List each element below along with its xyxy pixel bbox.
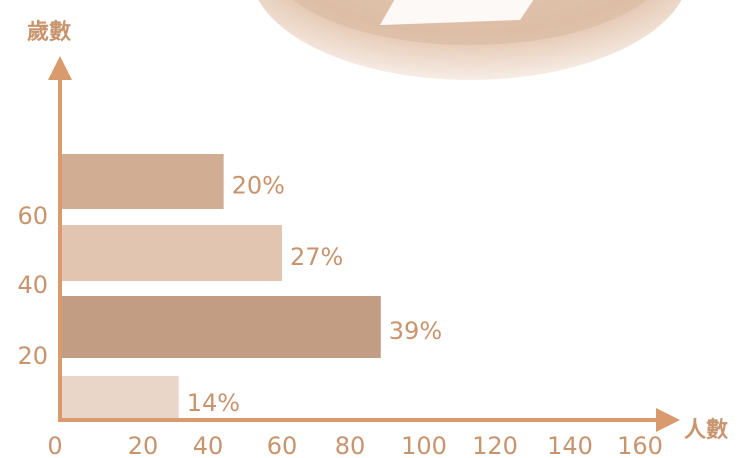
x-tick-100: 100 — [401, 432, 447, 458]
data-label-1: 14% — [187, 389, 240, 417]
y-tick-40: 40 — [17, 271, 48, 299]
y-ticks-layer: 20 40 60 — [17, 202, 48, 370]
x-ticks-layer: 0 20 40 60 80 100 120 140 160 — [47, 432, 663, 458]
x-tick-60: 60 — [267, 432, 298, 458]
data-label-3: 27% — [290, 243, 343, 271]
y-tick-20: 20 — [17, 342, 48, 370]
y-tick-60: 60 — [17, 202, 48, 230]
y-axis-title: 歲數 — [27, 20, 71, 45]
data-label-4: 20% — [232, 172, 285, 200]
x-tick-120: 120 — [472, 432, 518, 458]
x-tick-80: 80 — [335, 432, 366, 458]
bar-3 — [62, 225, 283, 281]
data-labels-layer: 14% 39% 27% 20% — [187, 172, 442, 418]
bars-layer — [62, 154, 381, 422]
x-tick-40: 40 — [193, 432, 224, 458]
data-label-2: 39% — [389, 317, 442, 345]
decorative-pie-fragment — [258, 0, 682, 80]
bar-1 — [62, 376, 179, 422]
x-tick-20: 20 — [128, 432, 159, 458]
bar-2 — [62, 296, 381, 358]
x-tick-140: 140 — [547, 432, 593, 458]
bar-4 — [62, 154, 224, 209]
x-tick-0: 0 — [47, 432, 62, 458]
x-tick-160: 160 — [617, 432, 663, 458]
x-axis-title: 人數 — [684, 418, 728, 443]
